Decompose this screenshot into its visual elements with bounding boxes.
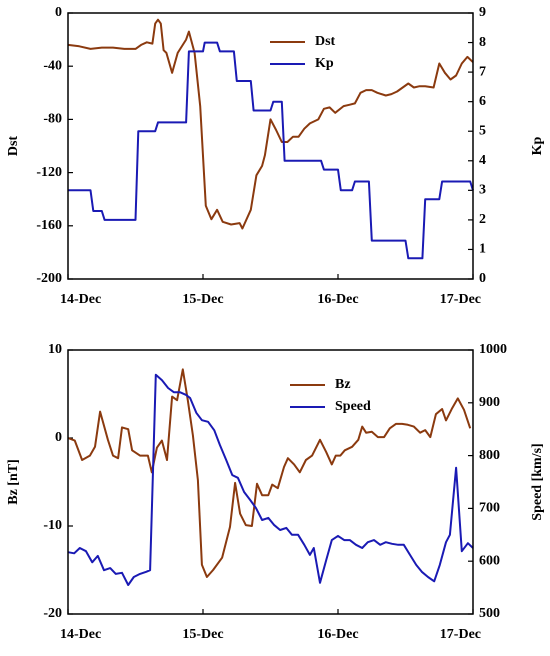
- legend-label: Dst: [315, 34, 336, 49]
- y2-tick-label: 700: [479, 501, 500, 516]
- y-tick-label: -10: [43, 518, 62, 533]
- y-tick-label: -20: [43, 606, 62, 621]
- y-tick-label: -80: [43, 112, 62, 127]
- x-tick-label: 17-Dec: [440, 627, 481, 642]
- y-tick-label: -200: [36, 271, 62, 286]
- y2-axis-label: Speed [km/s]: [530, 443, 545, 520]
- series-line: [67, 368, 472, 578]
- x-tick-label: 15-Dec: [182, 292, 223, 307]
- y2-tick-label: 3: [479, 183, 486, 198]
- y2-tick-label: 0: [479, 271, 486, 286]
- plot-frame: [67, 12, 474, 280]
- y2-tick-label: 1000: [479, 342, 507, 357]
- y-tick-label: 10: [48, 342, 62, 357]
- series-line: [67, 373, 474, 586]
- y2-tick-label: 600: [479, 553, 500, 568]
- x-tick-label: 16-Dec: [317, 627, 358, 642]
- legend-label: Bz: [335, 377, 351, 392]
- y-axis-label: Bz [nT]: [6, 459, 21, 505]
- legend-label: Kp: [315, 56, 334, 71]
- y-tick-label: -40: [43, 58, 62, 73]
- y2-axis-label: Kp: [530, 136, 545, 155]
- x-tick-label: 16-Dec: [317, 292, 358, 307]
- y-tick-label: 0: [55, 5, 62, 20]
- x-tick-label: 15-Dec: [182, 627, 223, 642]
- series-line: [67, 18, 474, 230]
- x-tick-label: 14-Dec: [60, 627, 101, 642]
- x-tick-label: 17-Dec: [440, 292, 481, 307]
- y2-tick-label: 4: [479, 153, 486, 168]
- y2-tick-label: 5: [479, 123, 486, 138]
- y2-tick-label: 900: [479, 395, 500, 410]
- series-line: [68, 41, 474, 260]
- y-tick-label: -120: [36, 165, 62, 180]
- y2-tick-label: 2: [479, 212, 486, 227]
- plot-frame: [67, 349, 474, 615]
- y2-tick-label: 9: [479, 5, 486, 20]
- y-tick-label: 0: [55, 430, 62, 445]
- y2-tick-label: 7: [479, 64, 486, 79]
- legend-label: Speed: [335, 399, 371, 414]
- y2-tick-label: 8: [479, 35, 486, 50]
- y-axis-label: Dst: [6, 136, 21, 157]
- y-tick-label: -160: [36, 218, 62, 233]
- x-tick-label: 14-Dec: [60, 292, 101, 307]
- y2-tick-label: 1: [479, 242, 486, 257]
- y2-tick-label: 6: [479, 94, 486, 109]
- y2-tick-label: 500: [479, 606, 500, 621]
- y2-tick-label: 800: [479, 448, 500, 463]
